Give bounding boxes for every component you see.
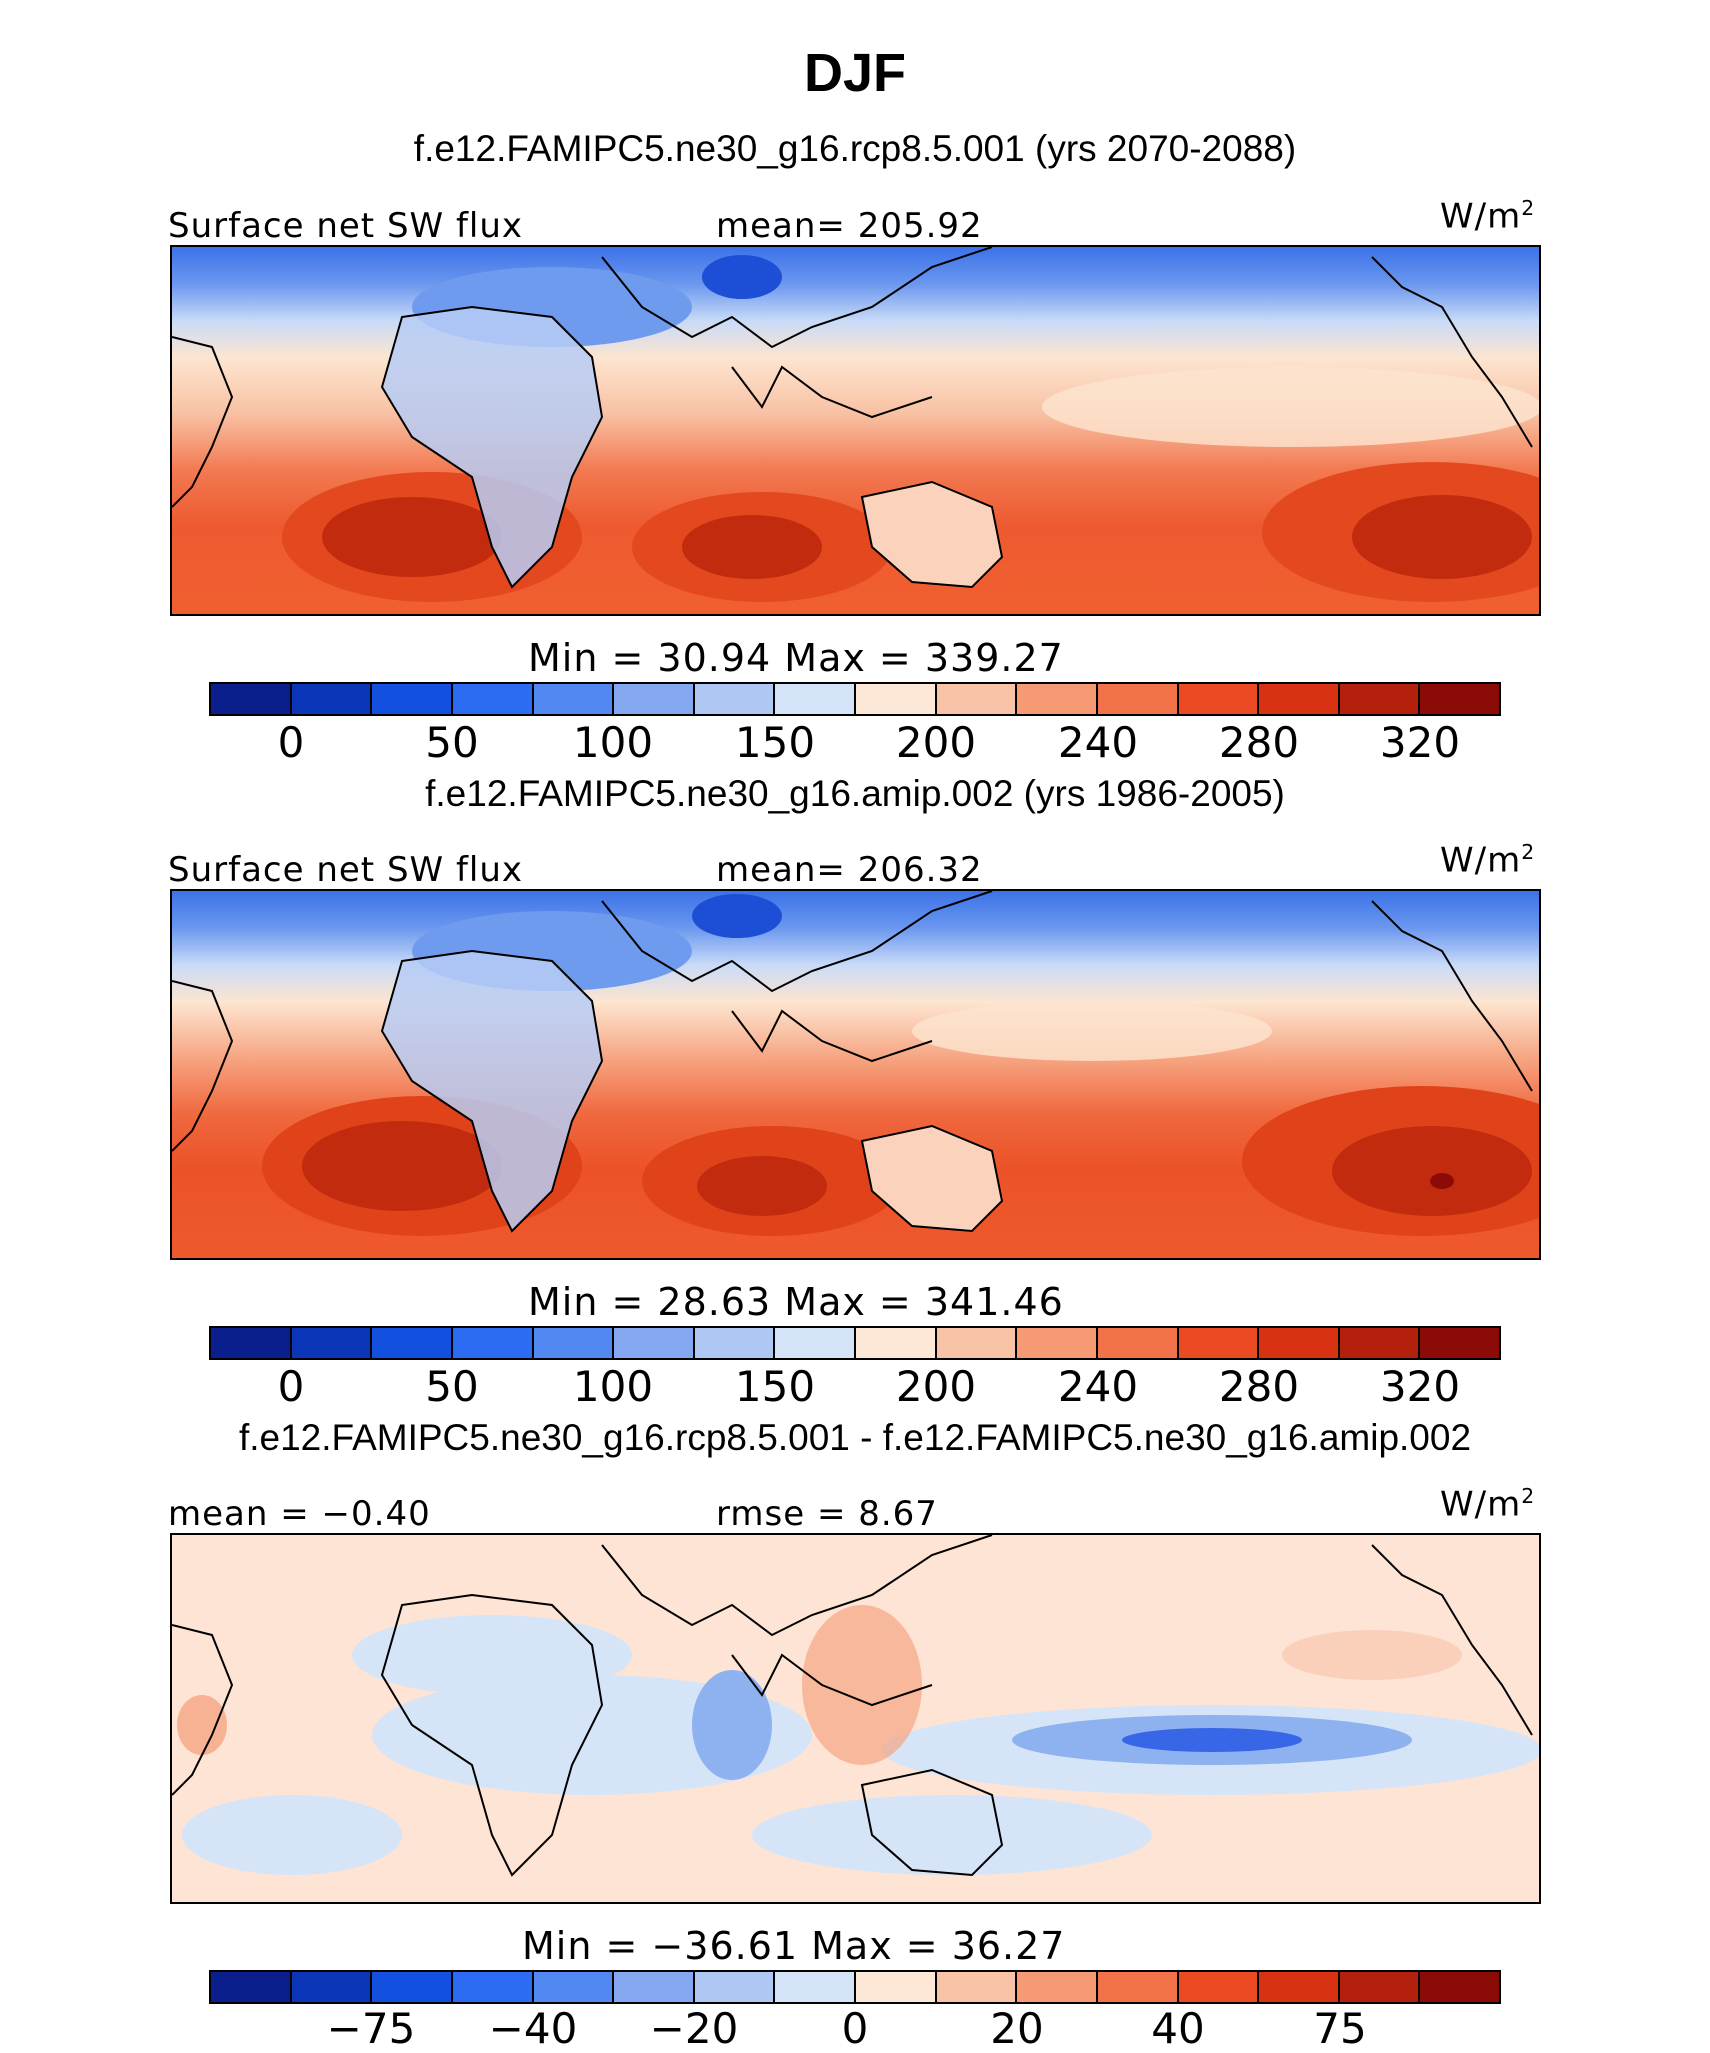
colorbar-swatch <box>1339 1328 1421 1358</box>
panel1-map <box>170 245 1541 616</box>
panel2-tick: 200 <box>895 1362 977 1411</box>
colorbar-swatch <box>291 1972 373 2002</box>
colorbar-swatch <box>211 1972 292 2002</box>
colorbar-swatch <box>694 1328 776 1358</box>
colorbar-swatch <box>856 684 937 714</box>
panel2-tick: 150 <box>734 1362 816 1411</box>
panel3-rmse-label: rmse = 8.67 <box>716 1494 938 1534</box>
panel3-tick: 20 <box>990 2004 1044 2053</box>
colorbar-swatch <box>1097 1972 1179 2002</box>
colorbar-swatch <box>936 1328 1018 1358</box>
panel2-minmax: Min = 28.63 Max = 341.46 <box>528 1280 1064 1324</box>
colorbar-swatch <box>1420 1328 1499 1358</box>
panel2-tick: 320 <box>1379 1362 1461 1411</box>
panel2-units: W/m2 <box>1440 840 1536 881</box>
colorbar-swatch <box>211 684 292 714</box>
panel1-tick: 240 <box>1057 718 1139 767</box>
figure-title: DJF <box>803 43 906 103</box>
panel3-colorbar <box>209 1970 1501 2004</box>
colorbar-swatch <box>533 1328 615 1358</box>
colorbar-swatch <box>1259 1972 1340 2002</box>
colorbar-swatch <box>1017 1328 1098 1358</box>
panel2-tick: 0 <box>277 1362 305 1411</box>
panel1-tick: 150 <box>734 718 816 767</box>
colorbar-swatch <box>1420 1972 1499 2002</box>
panel1-units: W/m2 <box>1440 196 1536 237</box>
colorbar-swatch <box>936 1972 1018 2002</box>
colorbar-swatch <box>372 1328 453 1358</box>
colorbar-swatch <box>1178 1328 1260 1358</box>
colorbar-swatch <box>694 684 776 714</box>
panel1-tick: 50 <box>425 718 479 767</box>
colorbar-swatch <box>1097 684 1179 714</box>
colorbar-swatch <box>1178 1972 1260 2002</box>
panel3-tick: −20 <box>649 2004 739 2053</box>
panel1-mean-label: mean= 205.92 <box>716 206 983 246</box>
colorbar-swatch <box>1259 1328 1340 1358</box>
panel3-tick: 40 <box>1151 2004 1205 2053</box>
panel3-map <box>170 1533 1541 1904</box>
panel1-tick: 200 <box>895 718 977 767</box>
panel1-tick: 280 <box>1218 718 1300 767</box>
colorbar-swatch <box>1097 1328 1179 1358</box>
panel3-subtitle: f.e12.FAMIPC5.ne30_g16.rcp8.5.001 - f.e1… <box>238 1417 1472 1458</box>
panel3-tick: −40 <box>488 2004 578 2053</box>
panel3-tick: 0 <box>841 2004 869 2053</box>
panel1-variable-label: Surface net SW flux <box>168 206 524 246</box>
panel2-tick: 50 <box>425 1362 479 1411</box>
panel2-tick: 240 <box>1057 1362 1139 1411</box>
colorbar-swatch <box>452 1328 534 1358</box>
panel1-subtitle: f.e12.FAMIPC5.ne30_g16.rcp8.5.001 (yrs 2… <box>413 128 1297 169</box>
colorbar-swatch <box>1178 684 1260 714</box>
panel1-minmax: Min = 30.94 Max = 339.27 <box>528 636 1064 680</box>
panel1-colorbar <box>209 682 1501 716</box>
panel2-mean-label: mean= 206.32 <box>716 850 983 890</box>
colorbar-swatch <box>856 1972 937 2002</box>
panel1-map-field <box>172 247 1539 614</box>
colorbar-swatch <box>775 1328 856 1358</box>
panel2-map-field <box>172 891 1539 1258</box>
colorbar-swatch <box>291 1328 373 1358</box>
panel3-units: W/m2 <box>1440 1484 1536 1525</box>
colorbar-swatch <box>291 684 373 714</box>
colorbar-swatch <box>1339 1972 1421 2002</box>
colorbar-swatch <box>856 1328 937 1358</box>
panel2-subtitle: f.e12.FAMIPC5.ne30_g16.amip.002 (yrs 198… <box>425 773 1285 814</box>
colorbar-swatch <box>372 684 453 714</box>
colorbar-swatch <box>614 684 695 714</box>
colorbar-swatch <box>1339 684 1421 714</box>
colorbar-swatch <box>1420 684 1499 714</box>
panel2-colorbar <box>209 1326 1501 1360</box>
colorbar-swatch <box>775 684 856 714</box>
panel3-mean-label: mean = −0.40 <box>168 1494 431 1534</box>
panel3-tick: 75 <box>1313 2004 1367 2053</box>
panel1-tick: 320 <box>1379 718 1461 767</box>
colorbar-swatch <box>775 1972 856 2002</box>
colorbar-swatch <box>936 684 1018 714</box>
panel2-variable-label: Surface net SW flux <box>168 850 524 890</box>
panel2-tick: 280 <box>1218 1362 1300 1411</box>
colorbar-swatch <box>1017 684 1098 714</box>
colorbar-swatch <box>452 684 534 714</box>
panel2-tick: 100 <box>572 1362 654 1411</box>
panel1-tick: 100 <box>572 718 654 767</box>
colorbar-swatch <box>614 1972 695 2002</box>
colorbar-swatch <box>452 1972 534 2002</box>
colorbar-swatch <box>1259 684 1340 714</box>
colorbar-swatch <box>533 684 615 714</box>
colorbar-swatch <box>1017 1972 1098 2002</box>
colorbar-swatch <box>614 1328 695 1358</box>
colorbar-swatch <box>533 1972 615 2002</box>
colorbar-swatch <box>694 1972 776 2002</box>
panel3-minmax: Min = −36.61 Max = 36.27 <box>522 1924 1066 1968</box>
panel2-map <box>170 889 1541 1260</box>
panel1-tick: 0 <box>277 718 305 767</box>
colorbar-swatch <box>372 1972 453 2002</box>
colorbar-swatch <box>211 1328 292 1358</box>
panel3-tick: −75 <box>326 2004 416 2053</box>
panel3-map-field <box>172 1535 1539 1902</box>
